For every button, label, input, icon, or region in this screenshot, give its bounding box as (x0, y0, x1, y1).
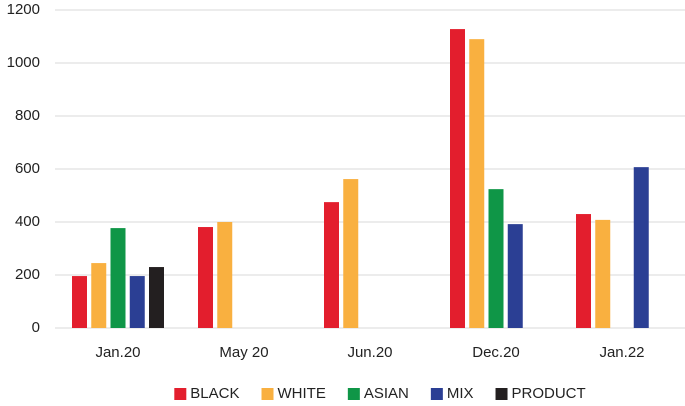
legend-swatch (495, 388, 508, 400)
bar (129, 276, 145, 328)
bar (576, 214, 591, 328)
x-tick-label: Jan.20 (95, 344, 140, 361)
bar (149, 267, 164, 328)
legend-label: MIX (447, 385, 474, 402)
legend-label: WHITE (278, 385, 326, 402)
bar (488, 189, 504, 328)
y-tick-label: 1000 (7, 54, 40, 71)
legend-swatch (174, 388, 187, 400)
legend-swatch (261, 388, 274, 400)
legend-label: BLACK (190, 385, 239, 402)
bar (217, 222, 233, 328)
bar (110, 228, 126, 328)
x-tick-label: May 20 (219, 344, 268, 361)
y-tick-label: 0 (32, 319, 40, 336)
x-tick-label: Jun.20 (347, 344, 392, 361)
y-tick-label: 200 (15, 266, 40, 283)
bar (469, 39, 485, 329)
bar (91, 263, 107, 328)
y-tick-label: 1200 (7, 1, 40, 18)
legend-swatch (430, 388, 443, 400)
bar (595, 219, 611, 328)
y-tick-label: 400 (15, 213, 40, 230)
bar (324, 202, 339, 328)
bar (72, 276, 87, 328)
x-tick-label: Jan.22 (599, 344, 644, 361)
bar (507, 224, 523, 328)
legend-label: ASIAN (364, 385, 409, 402)
legend-label: PRODUCT (512, 385, 586, 402)
bar (198, 227, 213, 328)
bar (343, 179, 359, 328)
bar (450, 29, 465, 329)
y-tick-label: 600 (15, 160, 40, 177)
legend-swatch (347, 388, 360, 400)
bar (633, 167, 649, 328)
x-tick-label: Dec.20 (472, 344, 520, 361)
y-tick-label: 800 (15, 107, 40, 124)
